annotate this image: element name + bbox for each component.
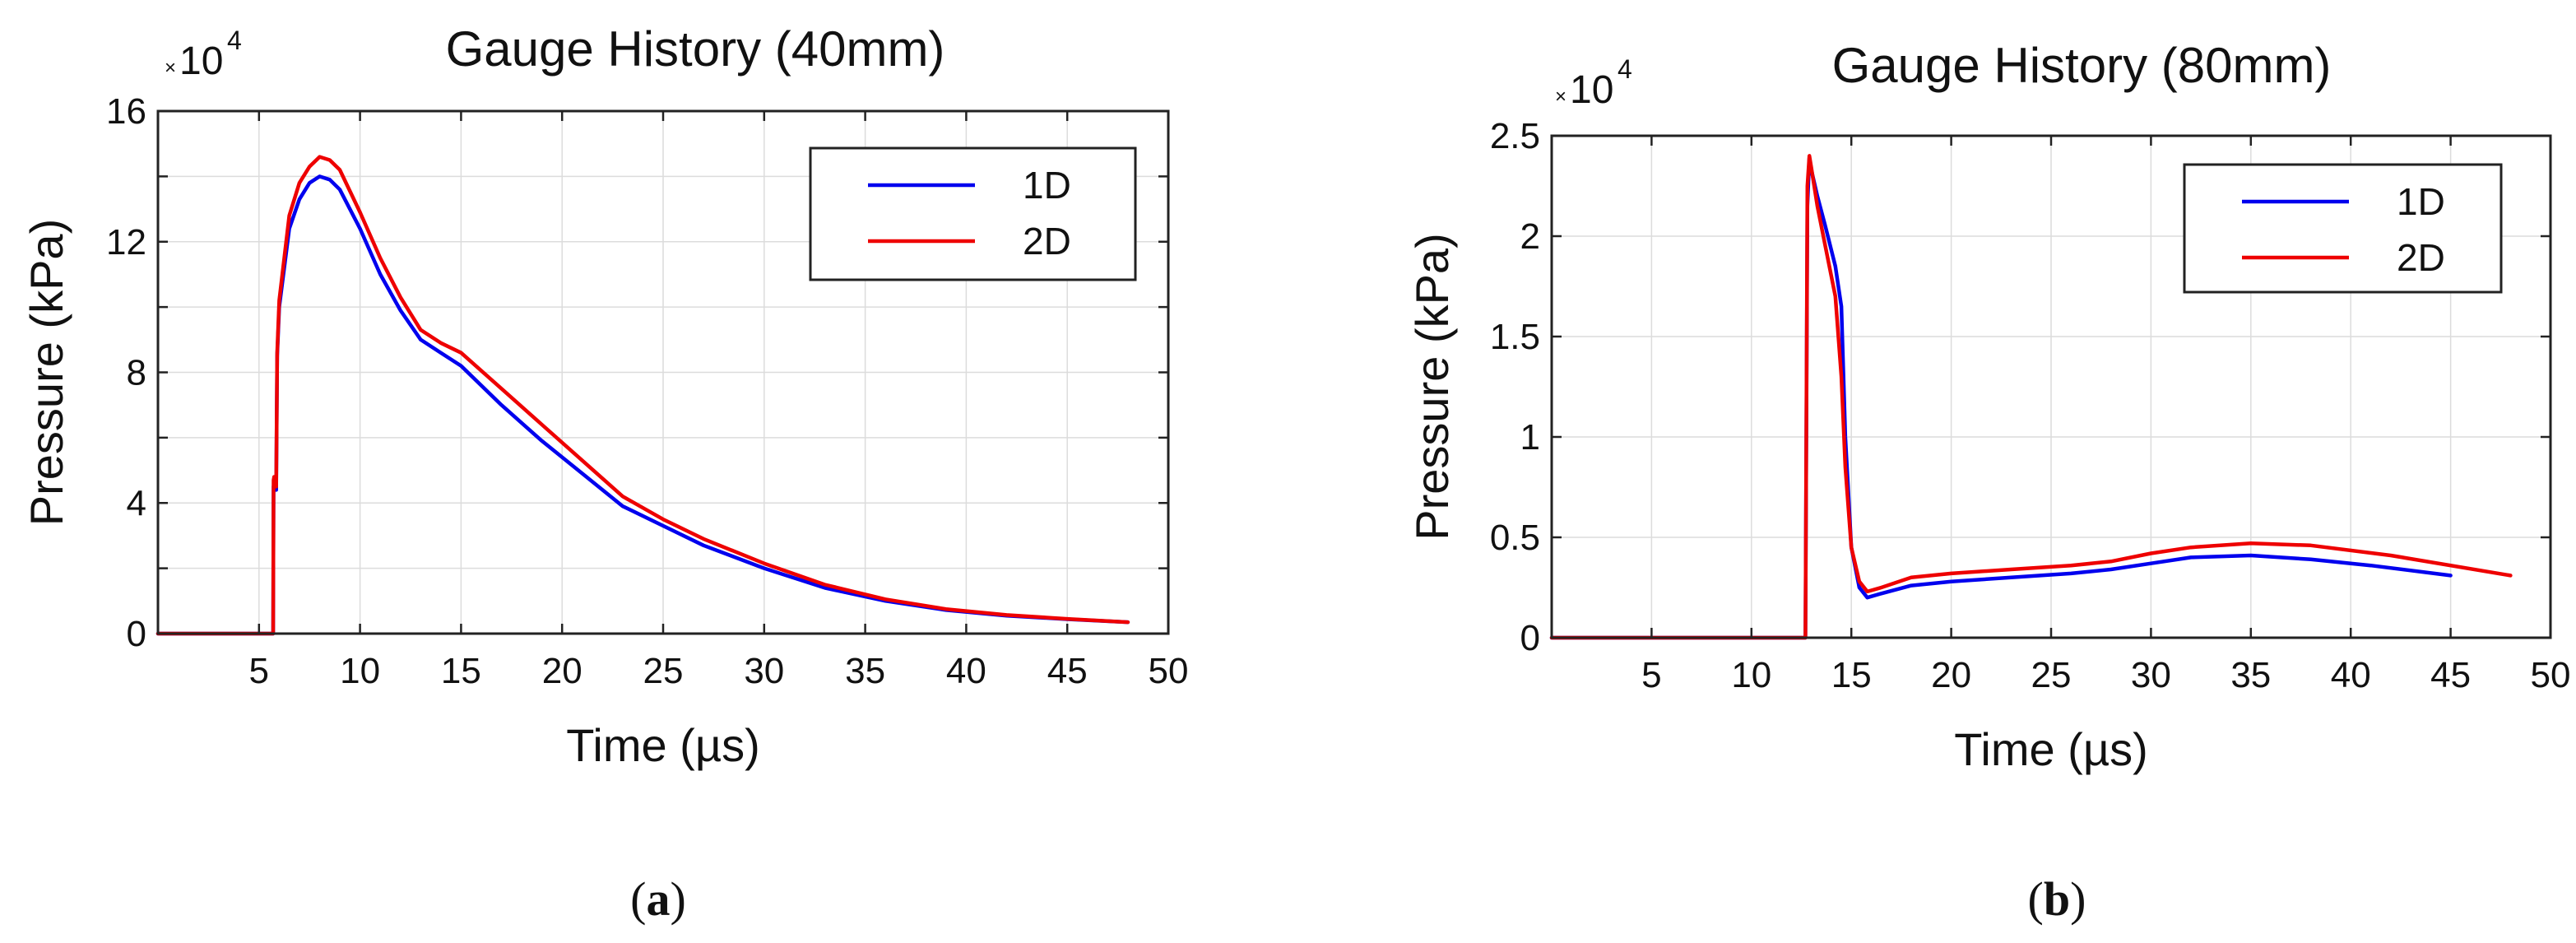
x-tick-label: 15 (441, 651, 481, 691)
multiplier-times: × (165, 57, 176, 79)
series-group (1549, 154, 2513, 640)
multiplier-base: 10 (1570, 68, 1613, 112)
panel-a: 5 10 15 20 25 30 35 40 45 50 0 4 8 12 16 Time (µs) Press… (21, 21, 1188, 926)
legend-label-1D: 1D (1023, 164, 1071, 207)
panel-caption: (b) (2028, 872, 2086, 926)
y-tick-label: 0 (1520, 618, 1540, 658)
legend-label-2D: 2D (1023, 220, 1071, 262)
series-line-2D (1549, 154, 2513, 640)
x-tick-label: 20 (542, 651, 583, 691)
y-axis: 0 4 8 12 16 (106, 91, 1168, 654)
series-group (155, 155, 1130, 636)
caption-letter: b (2044, 872, 2070, 926)
x-tick-label: 5 (1641, 655, 1661, 695)
y-axis: 0 0.5 1 1.5 2 2.5 (1490, 116, 2550, 658)
multiplier-exponent: 4 (227, 26, 242, 55)
caption-close: ) (671, 872, 686, 926)
y-tick-label: 0.5 (1490, 518, 1540, 558)
legend-box (2183, 163, 2503, 294)
x-tick-label: 10 (340, 651, 380, 691)
y-tick-label: 1 (1520, 417, 1540, 458)
multiplier-base: 10 (179, 39, 223, 83)
x-tick-label: 35 (845, 651, 885, 691)
caption-open: ( (630, 872, 646, 926)
legend-box (809, 146, 1137, 281)
panel-caption: (a) (630, 872, 686, 926)
y-tick-label: 1.5 (1490, 317, 1540, 357)
x-tick-label: 30 (744, 651, 784, 691)
x-tick-label: 15 (1831, 655, 1872, 695)
axis-multiplier: × 10 4 (165, 26, 242, 83)
x-tick-label: 40 (946, 651, 986, 691)
grid-lines (158, 111, 1168, 634)
axis-multiplier: × 10 4 (1555, 54, 1632, 112)
x-tick-label: 50 (1149, 651, 1189, 691)
caption-close: ) (2070, 872, 2086, 926)
y-tick-label: 16 (106, 91, 146, 132)
x-tick-label: 45 (1047, 651, 1088, 691)
x-tick-label: 5 (249, 651, 269, 691)
x-tick-label: 25 (2031, 655, 2072, 695)
x-tick-label: 25 (643, 651, 684, 691)
panel-b: 5 10 15 20 25 30 35 40 45 50 0 0.5 1 1.5 2 2.5 Time (µs)… (1406, 38, 2570, 926)
legend-label-2D: 2D (2397, 236, 2445, 279)
y-tick-label: 12 (106, 222, 146, 262)
x-axis: 5 10 15 20 25 30 35 40 45 50 (249, 111, 1189, 691)
multiplier-exponent: 4 (1618, 54, 1632, 84)
x-tick-label: 50 (2531, 655, 2571, 695)
x-tick-label: 40 (2331, 655, 2371, 695)
x-axis: 5 10 15 20 25 30 35 40 45 50 (1641, 136, 2570, 695)
y-tick-label: 4 (127, 483, 146, 523)
x-tick-label: 30 (2131, 655, 2171, 695)
y-tick-label: 2.5 (1490, 116, 1540, 156)
y-tick-label: 8 (127, 353, 146, 393)
x-tick-label: 20 (1931, 655, 1971, 695)
x-tick-label: 35 (2230, 655, 2271, 695)
chart-title: Gauge History (40mm) (446, 21, 945, 77)
multiplier-times: × (1555, 86, 1566, 108)
y-tick-label: 2 (1520, 216, 1540, 257)
legend-label-1D: 1D (2397, 180, 2445, 223)
x-axis-label: Time (µs) (566, 719, 759, 771)
y-tick-label: 0 (127, 614, 146, 654)
series-line-2D (155, 155, 1130, 636)
x-axis-label: Time (µs) (1954, 723, 2147, 775)
y-axis-label: Pressure (kPa) (21, 219, 72, 526)
caption-open: ( (2028, 872, 2044, 926)
x-tick-label: 45 (2430, 655, 2471, 695)
y-axis-label: Pressure (kPa) (1406, 233, 1458, 540)
caption-letter: a (647, 872, 671, 926)
x-tick-label: 10 (1731, 655, 1771, 695)
chart-title: Gauge History (80mm) (1832, 38, 2332, 93)
